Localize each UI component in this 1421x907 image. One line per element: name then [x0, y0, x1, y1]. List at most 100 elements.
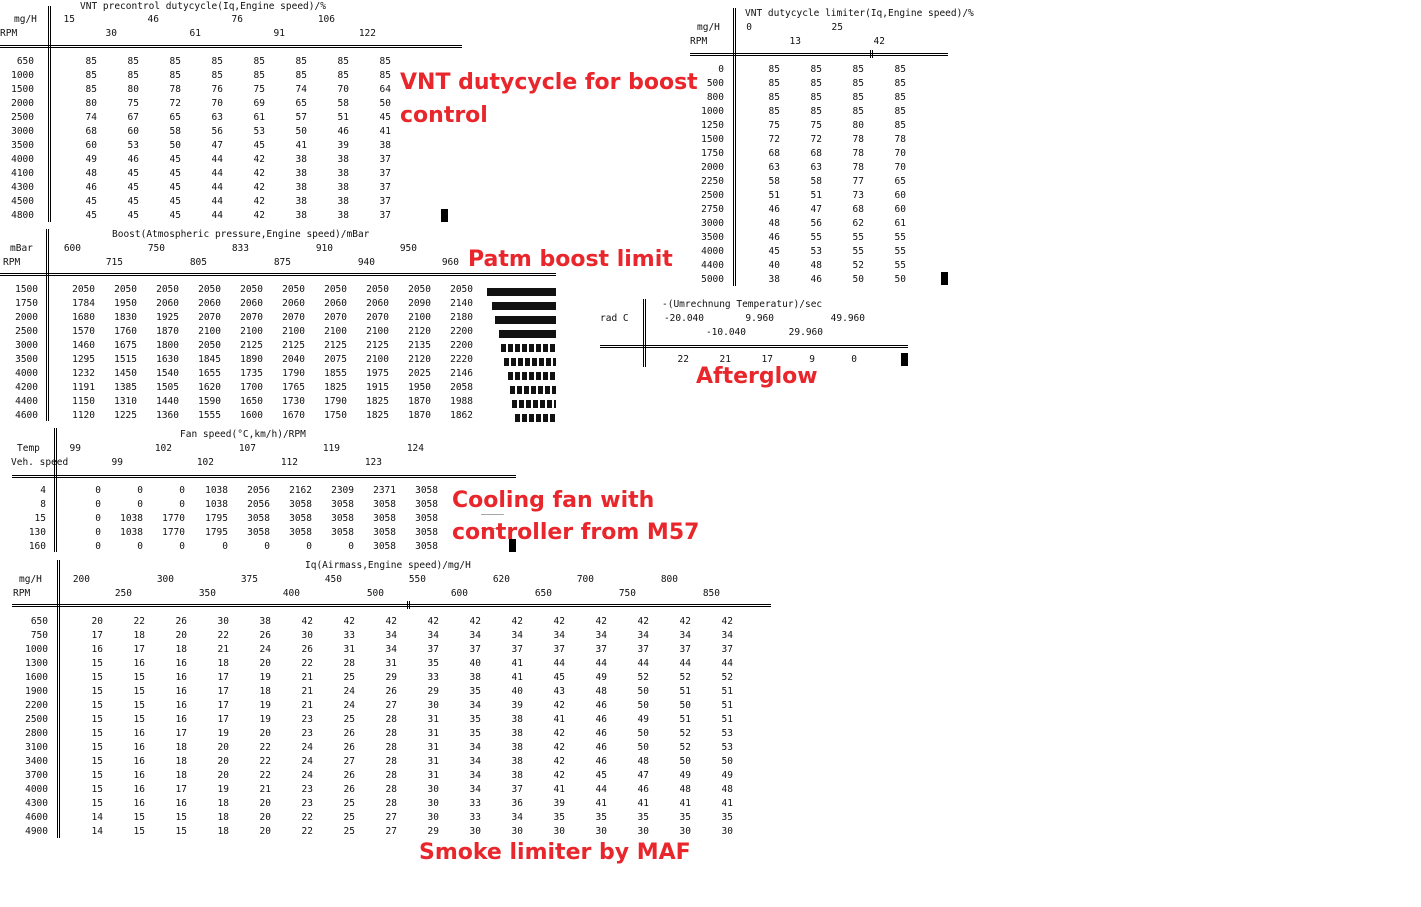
row-label: 1000 [11, 70, 34, 81]
x-axis-value: 850 [702, 588, 720, 599]
table-cell: 50 [295, 126, 307, 137]
y-unit-label: RPM [13, 588, 31, 599]
table-cell: 0 [306, 541, 312, 552]
table-cell: 29 [427, 826, 439, 837]
header-rule [690, 53, 948, 56]
table-cell: 48 [637, 756, 649, 767]
table-cell: 44 [721, 658, 733, 669]
x-axis-value: 61 [189, 28, 201, 39]
table-cell: 45 [127, 196, 139, 207]
table-cell: 22 [301, 826, 313, 837]
row-label: 4100 [11, 168, 34, 179]
x-axis-value: 875 [273, 257, 291, 268]
table-cell: 2056 [247, 485, 270, 496]
table-cell: 1975 [366, 368, 389, 379]
table-cell: 45 [85, 196, 97, 207]
table-cell: 0 [851, 354, 857, 365]
text-cursor [901, 353, 908, 366]
speed-value: 123 [364, 457, 382, 468]
table-cell: 15 [91, 798, 103, 809]
table-cell: 2162 [289, 485, 312, 496]
map-title: Iq(Airmass,Engine speed)/mg/H [305, 560, 471, 571]
table-cell: 24 [301, 742, 313, 753]
table-cell: 22 [259, 756, 271, 767]
table-cell: 15 [91, 756, 103, 767]
axis-divider [46, 229, 49, 421]
table-cell: 1675 [114, 340, 137, 351]
table-cell: 28 [343, 658, 355, 669]
table-cell: 0 [95, 513, 101, 524]
table-cell: 31 [427, 770, 439, 781]
row-label: 2000 [701, 162, 724, 173]
row-label: 1600 [25, 672, 48, 683]
table-cell: 17 [217, 714, 229, 725]
table-cell: 38 [295, 196, 307, 207]
table-cell: 42 [553, 616, 565, 627]
table-cell: 20 [259, 728, 271, 739]
table-cell: 46 [595, 742, 607, 753]
table-cell: 30 [469, 826, 481, 837]
table-cell: 1830 [114, 312, 137, 323]
table-cell: 2060 [324, 298, 347, 309]
boost-bar [504, 358, 556, 366]
table-cell: 1600 [240, 410, 263, 421]
table-cell: 37 [595, 644, 607, 655]
table-cell: 47 [211, 140, 223, 151]
table-cell: 1790 [282, 368, 305, 379]
table-cell: 41 [511, 658, 523, 669]
table-cell: 2056 [247, 499, 270, 510]
table-cell: 1735 [240, 368, 263, 379]
table-cell: 55 [894, 232, 906, 243]
boost-bar [501, 344, 556, 352]
x-axis-value: 9.960 [745, 313, 774, 324]
table-cell: 85 [85, 56, 97, 67]
axis-divider [57, 560, 60, 838]
table-cell: 41 [721, 798, 733, 809]
table-cell: 35 [637, 812, 649, 823]
annotation-fan-line1: Cooling fan with [452, 488, 655, 513]
table-cell: 78 [894, 134, 906, 145]
table-cell: 45 [169, 154, 181, 165]
table-cell: 21 [217, 644, 229, 655]
table-cell: 38 [337, 182, 349, 193]
x-unit-label: mg/H [697, 22, 720, 33]
table-cell: 42 [679, 616, 691, 627]
table-cell: 45 [169, 182, 181, 193]
table-cell: 85 [894, 120, 906, 131]
table-cell: 37 [721, 644, 733, 655]
table-cell: 42 [385, 616, 397, 627]
table-cell: 50 [679, 756, 691, 767]
table-cell: 47 [810, 204, 822, 215]
table-cell: 19 [259, 700, 271, 711]
table-cell: 1825 [366, 410, 389, 421]
table-cell: 44 [211, 154, 223, 165]
table-cell: 3058 [415, 527, 438, 538]
table-cell: 24 [301, 756, 313, 767]
table-cell: 78 [169, 84, 181, 95]
table-cell: 1191 [72, 382, 95, 393]
x-axis-value: 106 [317, 14, 335, 25]
table-cell: 85 [810, 64, 822, 75]
table-cell: 35 [469, 714, 481, 725]
table-cell: 38 [295, 182, 307, 193]
table-cell: 34 [637, 630, 649, 641]
table-cell: 38 [511, 728, 523, 739]
table-cell: 42 [553, 770, 565, 781]
table-cell: 42 [553, 756, 565, 767]
annotation-vnt-line2: control [400, 103, 488, 128]
table-cell: 24 [301, 770, 313, 781]
table-cell: 70 [894, 148, 906, 159]
x-axis-value: 15 [63, 14, 75, 25]
temp-value: 99 [69, 443, 81, 454]
table-cell: 16 [175, 798, 187, 809]
table-cell: 1120 [72, 410, 95, 421]
row-label: 1750 [15, 298, 38, 309]
table-cell: 22 [677, 354, 689, 365]
table-cell: 46 [810, 274, 822, 285]
table-cell: 38 [469, 672, 481, 683]
row-label: 4000 [701, 246, 724, 257]
table-cell: 34 [469, 784, 481, 795]
table-cell: 16 [175, 686, 187, 697]
table-cell: 3058 [289, 499, 312, 510]
table-cell: 20 [217, 756, 229, 767]
